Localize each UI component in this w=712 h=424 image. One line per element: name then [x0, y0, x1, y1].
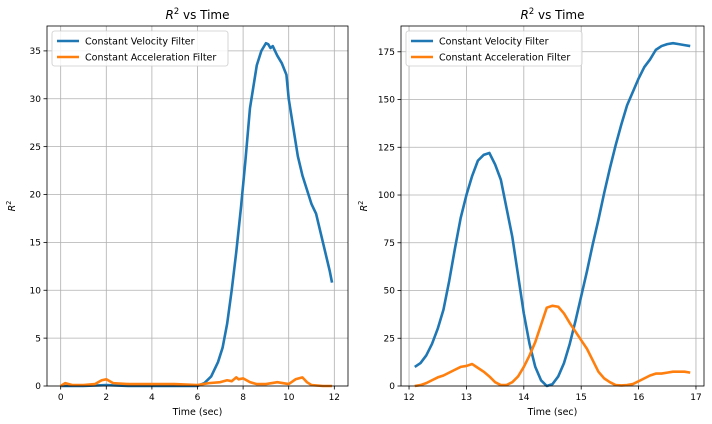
chart-1-x-tick-label: 15: [575, 393, 586, 403]
chart-0-x-axis-label: Time (sec): [172, 407, 223, 418]
chart-1-y-axis-label: R2: [357, 201, 370, 212]
chart-0-x-tick-label: 10: [283, 393, 295, 403]
chart-1-x-tick-label: 14: [518, 393, 530, 403]
chart-0-x-tick-label: 2: [103, 393, 109, 403]
chart-0-y-tick-label: 35: [30, 47, 41, 57]
chart-0-legend-box: [51, 30, 229, 67]
chart-0-x-tick-label: 6: [195, 393, 201, 403]
chart-1-y-tick-label: 25: [384, 334, 395, 344]
chart-1-axes-frame: [400, 25, 705, 387]
chart-right: 12 13 14 15 16 17 0 25 50 75 100 125 150 175 Time (sec…: [357, 6, 705, 418]
chart-1-x-axis-label: Time (sec): [527, 407, 578, 418]
chart-1-y-tick-label: 0: [389, 382, 395, 392]
chart-0-y-tick-label: 25: [30, 143, 41, 153]
chart-1-legend-label-1: Constant Acceleration Filter: [439, 53, 570, 64]
chart-0-y-tick-label: 15: [30, 239, 41, 249]
chart-1-y-tick-label: 125: [378, 143, 395, 153]
chart-0-y-tick-label: 10: [30, 286, 42, 296]
chart-0-legend-label-0: Constant Velocity Filter: [85, 37, 195, 48]
chart-1-x-tick-label: 17: [690, 393, 701, 403]
chart-1-x-tick-label: 16: [633, 393, 645, 403]
chart-1-series-line-1: [414, 304, 691, 388]
chart-1-x-tick-label: 13: [461, 393, 472, 403]
chart-left: 0 2 4 6 8 10 12 0 5 10 15 20 25 30 35 Time (sec) R2 R2 vs…: [5, 6, 349, 418]
chart-0-series-line-1: [59, 376, 333, 388]
chart-1-x-tick-label: 12: [403, 393, 414, 403]
chart-0-x-tick-label: 4: [149, 393, 155, 403]
chart-1-y-tick-label: 175: [378, 48, 395, 58]
chart-1-legend-label-0: Constant Velocity Filter: [439, 37, 549, 48]
chart-1-title: R2 vs Time: [520, 6, 584, 22]
chart-1-y-tick-label: 75: [384, 239, 395, 249]
chart-1-y-tick-label: 100: [378, 191, 395, 201]
chart-0-x-tick-label: 0: [58, 393, 64, 403]
chart-0-x-tick-label: 12: [329, 393, 340, 403]
chart-0-y-axis-label: R2: [5, 201, 18, 212]
chart-1-series-line-0: [414, 41, 691, 388]
chart-0-y-tick-label: 20: [30, 191, 42, 201]
chart-0-x-tick-label: 8: [240, 393, 246, 403]
chart-1-legend-box: [405, 30, 583, 67]
chart-1-y-tick-label: 150: [378, 96, 395, 106]
chart-0-legend-label-1: Constant Acceleration Filter: [85, 53, 216, 64]
chart-0-y-tick-label: 5: [35, 334, 41, 344]
chart-0-y-tick-label: 0: [35, 382, 41, 392]
chart-1-plot-area: [401, 26, 704, 386]
chart-1-y-tick-label: 50: [384, 287, 396, 297]
chart-0-y-tick-label: 30: [30, 95, 42, 105]
chart-0-title: R2 vs Time: [165, 6, 229, 22]
